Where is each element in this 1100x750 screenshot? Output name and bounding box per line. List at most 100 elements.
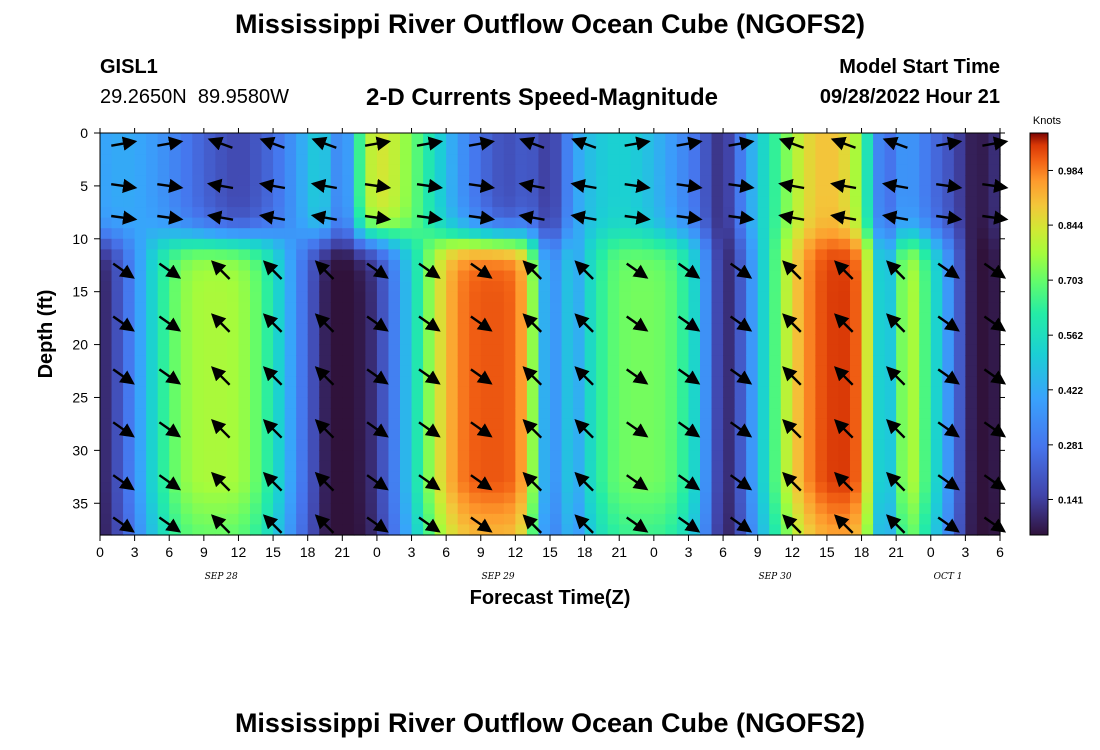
heatmap-cell (930, 185, 943, 198)
heatmap-cell (411, 164, 424, 176)
heatmap-cell (250, 450, 263, 462)
heatmap-cell (642, 344, 655, 356)
heatmap-cell (330, 270, 343, 282)
heatmap-cell (169, 439, 182, 451)
heatmap-cell (780, 524, 793, 536)
heatmap-cell (826, 482, 840, 494)
heatmap-cell (526, 228, 540, 240)
heatmap-cell (180, 460, 193, 473)
heatmap-cell (942, 524, 955, 536)
heatmap-cell (988, 482, 1001, 494)
heatmap-cell (538, 302, 551, 314)
heatmap-cell (273, 228, 286, 240)
heatmap-cell (619, 281, 632, 293)
heatmap-cell (388, 439, 401, 451)
heatmap-cell (146, 355, 159, 367)
heatmap-cell (203, 196, 216, 208)
heatmap-cell (653, 482, 666, 494)
heatmap-cell (180, 450, 193, 462)
heatmap-cell (215, 355, 228, 367)
heatmap-cell (192, 376, 205, 388)
heatmap-cell (411, 355, 424, 367)
heatmap-cell (653, 259, 666, 272)
heatmap-cell (319, 281, 332, 293)
heatmap-cell (423, 334, 436, 346)
heatmap-cell (400, 365, 413, 377)
heatmap-cell (376, 503, 390, 515)
heatmap-cell (642, 524, 655, 536)
date-label: SEP 29 (482, 572, 515, 582)
heatmap-cell (792, 503, 805, 515)
heatmap-cell (157, 376, 170, 388)
heatmap-cell (976, 450, 990, 462)
heatmap-cell (400, 143, 413, 155)
heatmap-cell (596, 133, 609, 145)
heatmap-cell (976, 281, 990, 293)
heatmap-cell (411, 439, 424, 451)
heatmap-cell (826, 439, 840, 451)
heatmap-cell (976, 439, 990, 451)
heatmap-cell (157, 281, 170, 293)
heatmap-cell (942, 355, 955, 367)
heatmap-cell (826, 133, 840, 145)
heatmap-cell (907, 429, 920, 441)
heatmap-cell (919, 185, 932, 198)
heatmap-cell (503, 217, 516, 229)
heatmap-cell (284, 450, 297, 462)
heatmap-cell (688, 164, 701, 176)
heatmap-cell (734, 196, 747, 208)
heatmap-cell (826, 143, 840, 155)
heatmap-cell (526, 439, 540, 451)
heatmap-cell (284, 302, 297, 314)
x-tick-label: 15 (265, 544, 281, 560)
heatmap-cell (976, 164, 990, 176)
heatmap-cell (538, 323, 551, 335)
heatmap-cell (515, 376, 528, 388)
heatmap-cell (607, 312, 620, 325)
heatmap-cell (100, 408, 113, 420)
heatmap-cell (538, 185, 551, 198)
heatmap-cell (965, 270, 978, 282)
heatmap-cell (884, 334, 897, 346)
heatmap-cell (100, 355, 113, 367)
heatmap-cell (423, 249, 436, 261)
heatmap-cell (619, 524, 632, 536)
heatmap-cell (965, 408, 978, 420)
heatmap-cell (515, 133, 528, 145)
heatmap-cell (907, 344, 920, 356)
heatmap-cell (630, 439, 643, 451)
heatmap-cell (780, 344, 793, 356)
heatmap-cell (434, 355, 447, 367)
heatmap-cell (134, 471, 147, 483)
current-vector (314, 514, 335, 534)
heatmap-cell (607, 259, 620, 272)
heatmap-cell (653, 154, 666, 166)
heatmap-cell (134, 175, 147, 187)
heatmap-cell (411, 238, 424, 250)
heatmap-cell (769, 164, 782, 176)
heatmap-cell (561, 429, 574, 441)
heatmap-cell (665, 408, 678, 420)
heatmap-cell (146, 154, 159, 166)
heatmap-cell (100, 460, 113, 473)
heatmap-cell (480, 196, 493, 208)
heatmap-cell (503, 154, 516, 166)
heatmap-cell (446, 185, 459, 198)
heatmap-cell (873, 355, 886, 367)
heatmap-cell (273, 365, 286, 377)
current-vector (626, 421, 649, 438)
heatmap-cell (584, 133, 597, 145)
heatmap-cell (850, 249, 863, 261)
heatmap-cell (815, 143, 828, 155)
heatmap-cell (192, 408, 205, 420)
heatmap-cell (953, 492, 966, 504)
heatmap-cell (169, 418, 182, 430)
heatmap-cell (111, 386, 124, 399)
heatmap-cell (515, 334, 528, 346)
heatmap-cell (123, 302, 136, 314)
heatmap-cell (607, 228, 620, 240)
heatmap-cell (457, 228, 470, 240)
heatmap-cell (434, 439, 447, 451)
heatmap-cell (780, 302, 793, 314)
heatmap-cell (157, 439, 170, 451)
